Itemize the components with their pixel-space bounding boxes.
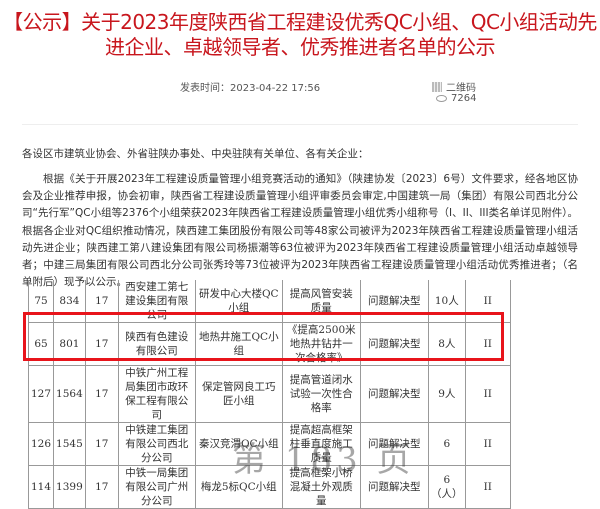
table-cell: 17 bbox=[84, 422, 119, 466]
salutation: 各设区市建筑业协会、外省驻陕办事处、中央驻陕有关单位、各有关企业： bbox=[22, 148, 369, 160]
table-cell: 提高管道闭水试验一次性合格率 bbox=[281, 365, 361, 423]
page-title: 【公示】关于2023年度陕西省工程建设优秀QC小组、QC小组活动先进企业、卓越领… bbox=[3, 10, 597, 59]
table-cell: 1399 bbox=[53, 465, 86, 509]
table-cell: 17 bbox=[84, 280, 119, 323]
table-cell: 提高超高框架柱垂直度施工质量 bbox=[281, 422, 361, 466]
table-row: 75 834 17 西安建工第七建设集团有限公司 研发中心大楼QC小组 提高风管安装质量问… bbox=[27, 280, 511, 323]
table-cell: 中铁广州工程局集团市政环保工程有限公司 bbox=[117, 365, 196, 423]
page-watermark: 第 183 页 bbox=[232, 440, 415, 480]
table-cell: 9人 bbox=[427, 365, 466, 423]
table-cell: II bbox=[464, 465, 511, 509]
table-cell: 问题解决型 bbox=[359, 365, 429, 423]
table-cell: 114 bbox=[27, 465, 55, 509]
qr-code-icon bbox=[432, 81, 442, 92]
table-row: 126 1545 17 中铁建工集团有限公司西北分公司 秦汉竞渭QC小组 提高超高框架柱垂… bbox=[27, 422, 511, 466]
table-cell: 问题解决型 bbox=[359, 422, 429, 466]
table-cell: 西安建工第七建设集团有限公司 bbox=[117, 280, 196, 323]
publish-time: 发表时间：2023-04-22 17:56 bbox=[180, 83, 321, 94]
table-cell: II bbox=[464, 422, 511, 466]
qr-code-button[interactable]: 二维码 bbox=[432, 79, 476, 94]
table-cell: 中铁建工集团有限公司西北分公司 bbox=[117, 422, 196, 466]
table-cell: II bbox=[464, 365, 511, 423]
table-cell: 75 bbox=[27, 280, 55, 323]
view-count: 7264 bbox=[436, 93, 476, 104]
highlight-box bbox=[23, 312, 504, 361]
divider bbox=[22, 124, 578, 125]
table-cell: 834 bbox=[53, 280, 86, 323]
table-cell: 1564 bbox=[53, 365, 86, 423]
table-cell: 提高风管安装质量 bbox=[281, 280, 361, 323]
views-value: 7264 bbox=[451, 93, 477, 104]
table-cell: 126 bbox=[27, 422, 55, 466]
table-cell: II bbox=[464, 280, 511, 323]
table-cell: 中铁一局集团有限公司广州分公司 bbox=[117, 465, 196, 509]
qr-label: 二维码 bbox=[446, 83, 476, 94]
table-cell: 17 bbox=[84, 365, 119, 423]
table-cell: 6（人） bbox=[427, 465, 466, 509]
eye-icon bbox=[436, 95, 447, 102]
table-row: 127 1564 17 中铁广州工程局集团市政环保工程有限公司 保定管网良工巧匠小组 提高… bbox=[27, 365, 511, 423]
table-cell: 17 bbox=[84, 465, 119, 509]
body-paragraph: 根据《关于开展2023年工程建设质量管理小组竞赛活动的通知》（陕建协发〔2023… bbox=[22, 173, 578, 289]
table-cell: 6 bbox=[427, 422, 466, 466]
table-cell: 保定管网良工巧匠小组 bbox=[194, 365, 283, 423]
table-cell: 1545 bbox=[53, 422, 86, 466]
table-cell: 127 bbox=[27, 365, 55, 423]
